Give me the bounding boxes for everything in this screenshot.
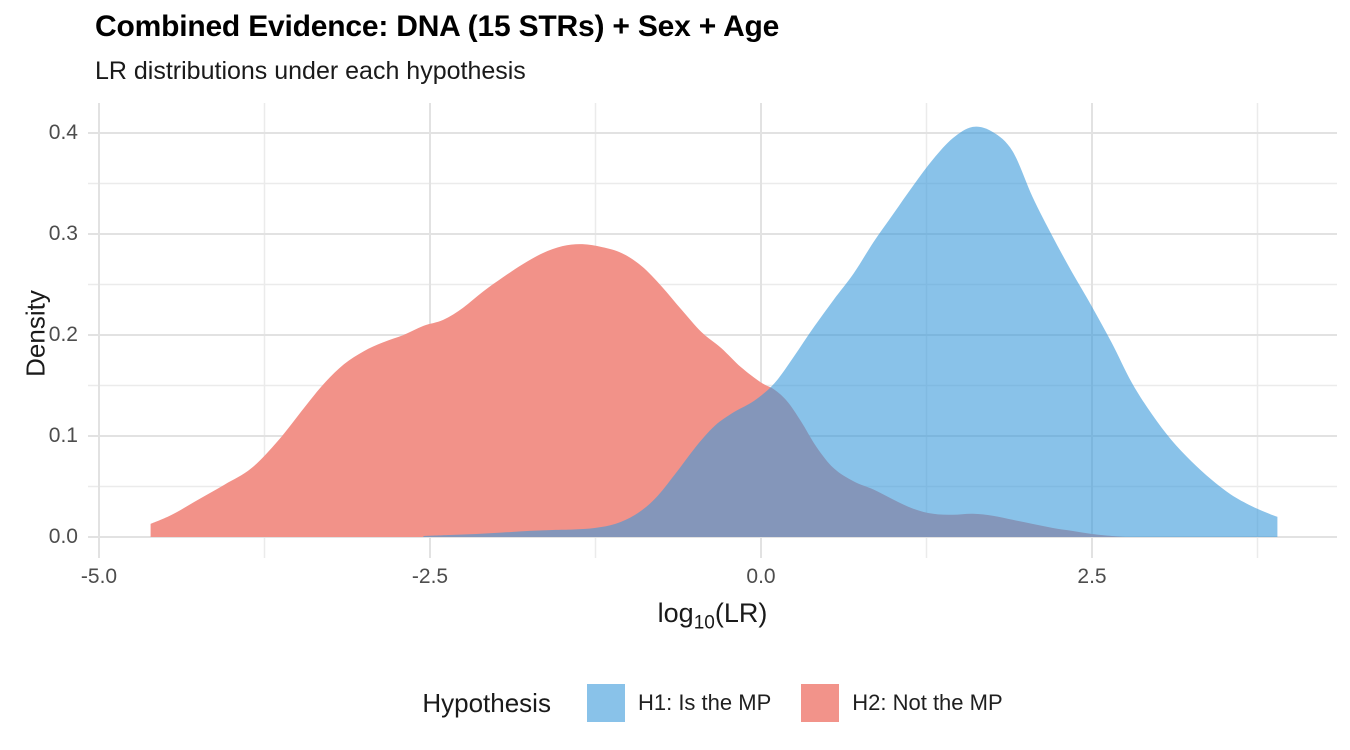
- x-tick-label: 2.5: [1077, 565, 1107, 588]
- x-axis-title: log10(LR): [0, 598, 1350, 634]
- y-tick-label: 0.2: [48, 323, 78, 346]
- x-tick-label: 0.0: [746, 565, 776, 588]
- y-tick-label: 0.3: [48, 222, 78, 245]
- x-tick-label: -2.5: [411, 565, 449, 588]
- legend-item: H1: Is the MP: [586, 684, 772, 722]
- x-axis-title-prefix: log: [657, 598, 694, 628]
- x-axis-title-subscript: 10: [693, 612, 715, 634]
- y-tick-label: 0.0: [48, 525, 78, 548]
- chart-title: Combined Evidence: DNA (15 STRs) + Sex +…: [95, 10, 780, 43]
- legend-item-label: H2: Not the MP: [852, 690, 1003, 715]
- density-area-h2: [150, 244, 1126, 537]
- legend-item-label: H1: Is the MP: [637, 690, 772, 715]
- legend-title: Hypothesis: [422, 687, 551, 718]
- y-tick-label: 0.4: [48, 121, 78, 144]
- density-area-h1: [423, 126, 1278, 538]
- x-axis-title-rest: (LR): [714, 598, 768, 628]
- y-tick-label: 0.1: [48, 424, 78, 447]
- legend-item: H2: Not the MP: [801, 684, 1003, 722]
- legend-key-swatch: [586, 684, 625, 722]
- legend: Hypothesis H1: Is the MP H2: Not the MP: [0, 680, 1350, 726]
- chart-subtitle: LR distributions under each hypothesis: [95, 57, 526, 85]
- x-tick-label: -5.0: [80, 565, 118, 588]
- legend-key-swatch: [801, 684, 840, 722]
